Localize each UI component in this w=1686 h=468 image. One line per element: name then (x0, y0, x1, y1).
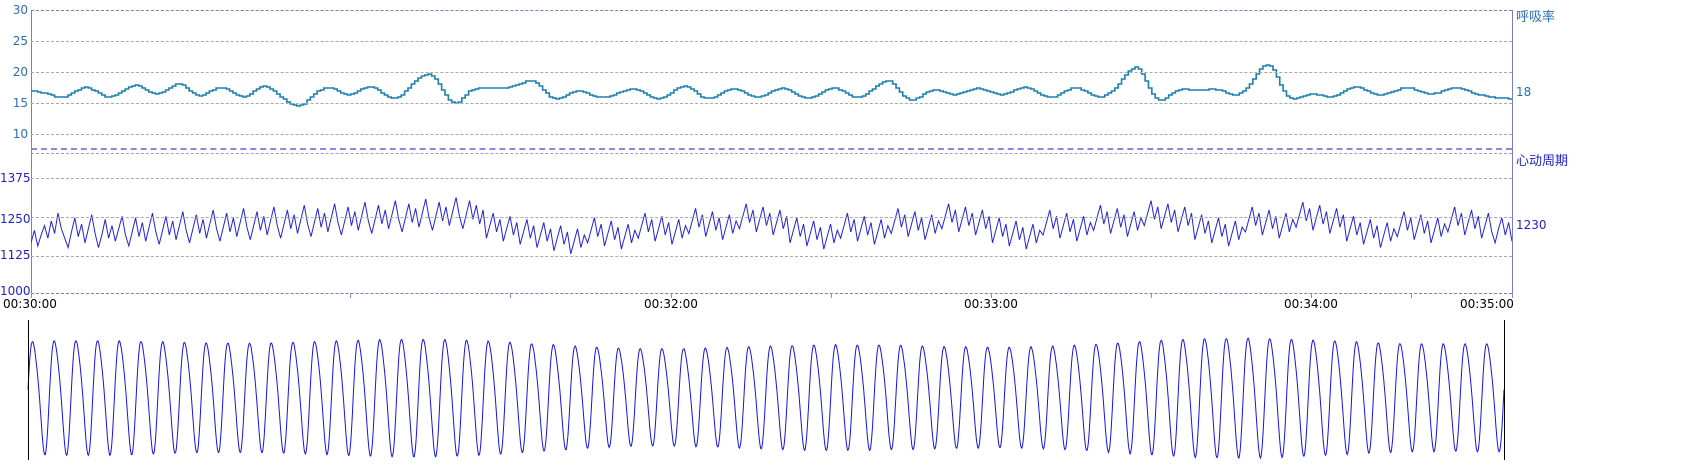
card-series-label: 心动周期 (1516, 154, 1569, 169)
time-tick-0 (31, 293, 32, 298)
time-label-9: 00:35:00 (1460, 297, 1514, 311)
resp-top-border (31, 10, 1512, 11)
time-tick-1 (350, 293, 351, 298)
time-tick-4 (831, 293, 832, 298)
time-tick-9 (1512, 293, 1513, 298)
cardiac-cycle-plot[interactable] (31, 152, 1512, 293)
time-tick-8 (1411, 293, 1412, 298)
resp-ytick-0: 30 (12, 3, 28, 17)
resp-gridline-20 (31, 72, 1512, 73)
wave-left-boundary (28, 320, 29, 460)
cardiac-cycle-trace (31, 197, 1512, 254)
right-axis-line (1512, 10, 1513, 293)
trend-panel: 30 25 20 15 10 1375 1250 1125 1000 (0, 3, 1569, 311)
respiration-rate-trace (31, 64, 1512, 107)
time-label-3: 00:32:00 (644, 297, 698, 311)
time-tick-6 (1151, 293, 1152, 298)
time-label-5: 00:33:00 (964, 297, 1018, 311)
resp-current-value: 18 (1516, 85, 1532, 99)
time-tick-3 (671, 293, 672, 298)
time-tick-7 (1311, 293, 1312, 298)
panel-divider (31, 148, 1512, 150)
time-label-7: 00:34:00 (1284, 297, 1338, 311)
respiration-waveform-trace (27, 337, 1505, 460)
respiration-rate-plot[interactable] (31, 10, 1512, 150)
time-tick-2 (510, 293, 511, 298)
resp-ytick-2: 20 (12, 65, 28, 79)
resp-gridline-25 (31, 41, 1512, 42)
time-tick-5 (991, 293, 992, 298)
resp-ytick-1: 25 (12, 34, 28, 48)
resp-gridline-15 (31, 103, 1512, 104)
card-gridline-1125 (31, 256, 1512, 257)
left-axis-line (31, 10, 32, 293)
card-ytick-3: 1000 (0, 284, 31, 298)
card-gridline-1375 (31, 178, 1512, 179)
time-label-0: 00:30:00 (3, 297, 57, 311)
resp-ytick-3: 15 (12, 96, 28, 110)
resp-series-label: 呼吸率 (1516, 10, 1556, 25)
respiration-waveform-panel[interactable] (0, 316, 1686, 468)
card-ytick-1: 1250 (0, 212, 31, 226)
card-gridline-1250 (31, 217, 1512, 218)
card-ytick-2: 1125 (0, 248, 31, 262)
card-ytick-0: 1375 (0, 171, 31, 185)
wave-right-boundary (1504, 320, 1505, 460)
card-current-value: 1230 (1516, 218, 1547, 232)
resp-ytick-4: 10 (12, 127, 28, 141)
panel-divider-secondary (31, 153, 1512, 154)
time-axis-line (31, 293, 1512, 294)
resp-gridline-10 (31, 134, 1512, 135)
